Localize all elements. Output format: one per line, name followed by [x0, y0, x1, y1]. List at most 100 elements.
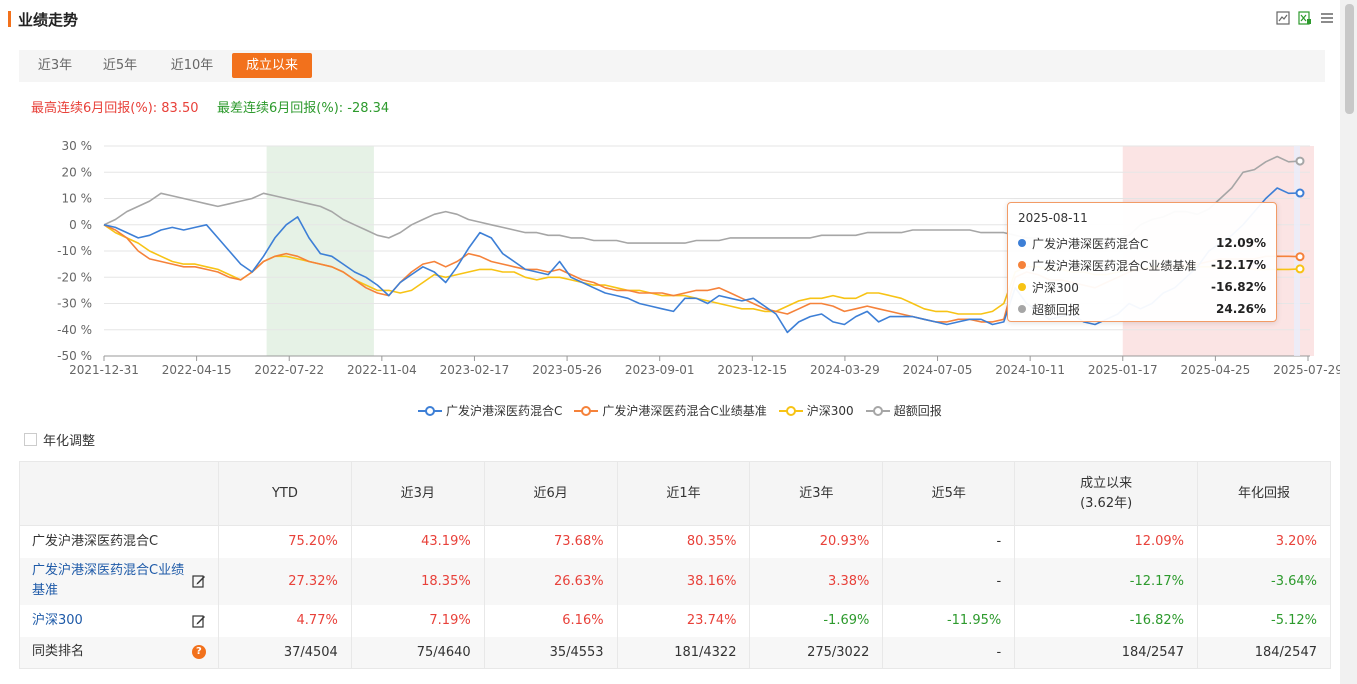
worst-6m-return: 最差连续6月回报(%): -28.34 [217, 101, 390, 116]
help-icon[interactable]: ? [191, 645, 206, 660]
chart-tooltip: 2025-08-11 广发沪港深医药混合C 12.09% 广发沪港深医药混合C业… [1007, 202, 1277, 322]
x-tick-label: 2025-04-25 [1181, 363, 1251, 377]
x-tick-label: 2024-10-11 [995, 363, 1065, 377]
table-cell: 6.16% [483, 604, 618, 637]
tooltip-row-fund: 广发沪港深医药混合C 12.09% [1018, 232, 1266, 254]
tab-10-years[interactable]: 近10年 [170, 58, 214, 73]
y-tick-label: -50 % [57, 349, 92, 363]
csi300-dot-icon [1018, 283, 1026, 291]
performance-table: YTD 近3月 近6月 近1年 近3年 近5年 成立以来 (3.62年) 年化回报… [19, 461, 1331, 669]
tooltip-date: 2025-08-11 [1018, 211, 1088, 225]
x-tick-label: 2022-07-22 [254, 363, 324, 377]
series-end-point [1295, 252, 1305, 262]
scrollbar-thumb[interactable] [1345, 4, 1354, 114]
x-tick-label: 2023-02-17 [440, 363, 510, 377]
x-tick-label: 2023-09-01 [625, 363, 695, 377]
header-tools [1276, 11, 1334, 25]
row-name: 广发沪港深医药混合C [32, 533, 159, 549]
hover-band [1294, 146, 1300, 356]
table-cell: -12.17% [1014, 557, 1199, 605]
row-name[interactable]: 广发沪港深医药混合C业绩基准 [32, 563, 185, 598]
y-tick-label: 20 % [62, 165, 93, 179]
table-cell: 43.19% [350, 525, 485, 558]
table-row-rank: 同类排名? 37/4504 75/4640 35/4553 181/4322 275/30… [19, 636, 1331, 669]
header-3y: 近3年 [749, 461, 884, 526]
table-cell: 23.74% [616, 604, 751, 637]
table-cell: 7.19% [350, 604, 485, 637]
row-name[interactable]: 沪深300 [32, 612, 83, 628]
row-name-cell: 广发沪港深医药混合C [19, 525, 219, 558]
legend-benchmark-icon [574, 405, 599, 416]
panel-title: 业绩走势 [18, 11, 79, 29]
table-cell: 37/4504 [217, 636, 352, 669]
tooltip-row-benchmark: 广发沪港深医药混合C业绩基准 -12.17% [1018, 254, 1266, 276]
legend-item-csi300[interactable]: 沪深300 [778, 402, 854, 419]
x-tick-label: 2024-07-05 [903, 363, 973, 377]
legend-item-excess[interactable]: 超额回报 [865, 402, 942, 419]
table-cell: 27.32% [217, 557, 352, 605]
tooltip-row-excess: 超额回报 24.26% [1018, 298, 1266, 320]
header-6m: 近6月 [483, 461, 618, 526]
header-ytd: YTD [217, 461, 352, 526]
legend-item-benchmark[interactable]: 广发沪港深医药混合C业绩基准 [574, 402, 767, 419]
legend-excess-icon [865, 405, 890, 416]
table-cell: 26.63% [483, 557, 618, 605]
x-tick-label: 2025-07-29 [1273, 363, 1340, 377]
excel-export-icon[interactable] [1298, 11, 1312, 25]
table-cell: 80.35% [616, 525, 751, 558]
series-end-point [1295, 156, 1305, 166]
table-cell: 75/4640 [350, 636, 485, 669]
table-cell: 3.20% [1197, 525, 1331, 558]
annualize-label: 年化调整 [43, 434, 96, 449]
table-cell: 75.20% [217, 525, 352, 558]
tooltip-row-csi300: 沪深300 -16.82% [1018, 276, 1266, 298]
excess-dot-icon [1018, 305, 1026, 313]
page-scrollbar[interactable] [1342, 0, 1357, 684]
table-cell: 184/2547 [1014, 636, 1199, 669]
y-tick-label: -30 % [57, 297, 92, 311]
chart-legend: 广发沪港深医药混合C 广发沪港深医药混合C业绩基准 沪深300 超额回报 [418, 402, 942, 419]
table-cell: - [882, 525, 1016, 558]
series-end-point [1295, 264, 1305, 274]
panel-header: 业绩走势 [0, 0, 1340, 38]
image-export-icon[interactable] [1276, 11, 1290, 25]
table-row-csi300: 沪深300 4.77% 7.19% 6.16% 23.74% -1.69% -11.95% -… [19, 604, 1331, 637]
x-tick-label: 2025-01-17 [1088, 363, 1158, 377]
table-cell: 181/4322 [616, 636, 751, 669]
tab-3-years[interactable]: 近3年 [37, 58, 73, 73]
annualize-toggle[interactable]: 年化调整 [24, 430, 95, 449]
x-tick-label: 2021-12-31 [69, 363, 139, 377]
table-cell: 73.68% [483, 525, 618, 558]
row-name-cell: 沪深300 [19, 604, 219, 637]
table-cell: -1.69% [749, 604, 884, 637]
legend-csi300-icon [778, 405, 803, 416]
table-cell: 4.77% [217, 604, 352, 637]
header-since-inception: 成立以来 (3.62年) [1014, 461, 1199, 526]
y-tick-label: 0 % [69, 218, 92, 232]
table-cell: 184/2547 [1197, 636, 1331, 669]
legend-item-fund[interactable]: 广发沪港深医药混合C [418, 402, 562, 419]
header-annualized: 年化回报 [1197, 461, 1331, 526]
table-cell: 3.38% [749, 557, 884, 605]
table-cell: - [882, 557, 1016, 605]
table-row-fund: 广发沪港深医药混合C 75.20% 43.19% 73.68% 80.35% 20.93%… [19, 525, 1331, 558]
edit-icon[interactable] [192, 574, 206, 588]
header-3m: 近3月 [350, 461, 485, 526]
series-end-point [1295, 188, 1305, 198]
y-tick-label: -20 % [57, 270, 92, 284]
tab-since-inception[interactable]: 成立以来 [232, 53, 312, 78]
menu-icon[interactable] [1320, 11, 1334, 25]
table-cell: 18.35% [350, 557, 485, 605]
x-tick-label: 2023-12-15 [717, 363, 787, 377]
table-cell: -3.64% [1197, 557, 1331, 605]
table-cell: 20.93% [749, 525, 884, 558]
header-name [19, 461, 219, 526]
edit-icon[interactable] [192, 614, 206, 628]
annualize-checkbox[interactable] [24, 433, 37, 446]
tab-5-years[interactable]: 近5年 [102, 58, 138, 73]
x-tick-label: 2022-04-15 [162, 363, 232, 377]
y-tick-label: 30 % [62, 139, 93, 153]
x-tick-label: 2023-05-26 [532, 363, 602, 377]
header-5y: 近5年 [882, 461, 1016, 526]
